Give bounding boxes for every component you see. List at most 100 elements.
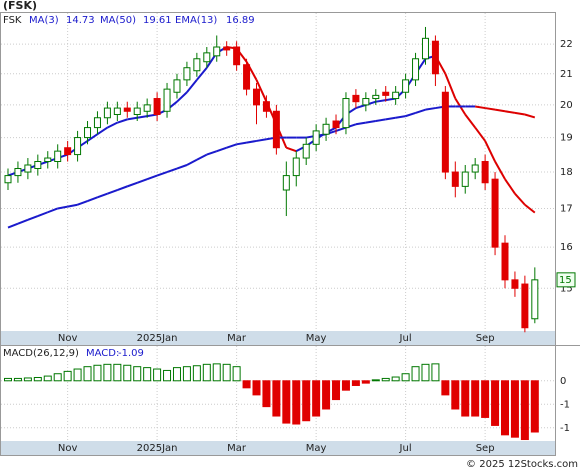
indicator-line [87, 196, 98, 202]
macd-bar [361, 380, 370, 384]
candle-body [103, 107, 111, 119]
macd-bar [312, 380, 321, 417]
macd-bar [381, 377, 390, 382]
candle-body [143, 104, 151, 112]
macd-bar [202, 363, 211, 382]
macd-bar [13, 377, 22, 382]
indicator-line [385, 116, 396, 121]
y-tick-label: -1 [560, 423, 570, 434]
candle-body [312, 130, 320, 145]
indicator-line [146, 174, 158, 181]
macd-bar [510, 380, 519, 438]
indicator-line [176, 164, 188, 170]
candle-body [511, 279, 519, 289]
indicator-line [186, 79, 198, 93]
indicator-line [484, 140, 496, 162]
indicator-line [27, 215, 39, 221]
x-tick-label: Jul [399, 443, 412, 454]
legend-value: 16.89 [226, 15, 255, 26]
indicator-line [156, 171, 168, 177]
macd-bar [73, 368, 82, 382]
indicator-line [47, 207, 59, 214]
indicator-line [57, 205, 68, 210]
chart-title: (FSK) [3, 0, 37, 12]
candle-body [24, 164, 32, 173]
macd-bar [172, 367, 181, 382]
candle-body [253, 88, 260, 106]
candle-body [292, 157, 300, 177]
macd-bar [262, 380, 271, 408]
y-tick-label: 15 [560, 283, 573, 294]
last-price-box [556, 272, 576, 288]
y-tick-label: 18 [560, 167, 573, 178]
indicator-line [176, 91, 188, 103]
candle-body [471, 164, 479, 173]
y-tick-label: 16 [560, 242, 573, 253]
candle-body [223, 46, 231, 51]
indicator-line [236, 141, 247, 146]
candle-body [491, 178, 499, 248]
candle-body [74, 137, 82, 156]
candle-body [163, 88, 171, 112]
macd-bar [143, 367, 152, 382]
indicator-line [246, 139, 257, 144]
macd-bar [212, 363, 221, 382]
candle-body [14, 168, 22, 177]
candle-body [372, 94, 380, 100]
indicator-line [166, 167, 178, 173]
indicator-line [464, 113, 476, 129]
indicator-line [484, 107, 496, 111]
panel-title: MACD(26,12,9) [3, 348, 79, 359]
x-tick-label: Mar [227, 333, 247, 344]
x-tick-label: Sep [476, 333, 495, 344]
indicator-line [504, 110, 516, 114]
indicator-line [126, 181, 138, 188]
indicator-line [494, 108, 506, 113]
indicator-line [136, 178, 148, 184]
legend-value: 14.73 [66, 15, 95, 26]
candle-body [451, 171, 459, 187]
macd-bar [471, 380, 480, 417]
candle-body [362, 98, 370, 106]
candle-body [4, 175, 12, 184]
legend-name: MA(3) [29, 15, 59, 26]
candle-body [421, 37, 429, 60]
indicator-line [425, 107, 436, 111]
x-tick-label: May [306, 443, 327, 454]
macd-bar [163, 369, 172, 382]
macd-bar [252, 380, 261, 396]
indicator-line [86, 133, 99, 142]
macd-bar [322, 380, 331, 410]
indicator-line [375, 99, 386, 103]
macd-bar [421, 363, 430, 382]
candle-body [461, 171, 469, 187]
y-tick-label: 22 [560, 39, 573, 50]
indicator-line [285, 146, 297, 153]
macd-bar [332, 380, 341, 401]
indicator-line [355, 121, 367, 126]
macd-bar [461, 380, 470, 417]
indicator-line [186, 158, 198, 166]
x-tick-label: May [306, 333, 327, 344]
x-axis-band [1, 441, 555, 455]
indicator-line [355, 103, 367, 110]
indicator-line [116, 185, 128, 191]
indicator-line [127, 116, 138, 121]
indicator-line [375, 118, 386, 123]
candle-body [382, 91, 390, 96]
indicator-line [226, 143, 237, 149]
indicator-line [137, 115, 148, 119]
candle-body [183, 67, 191, 81]
macd-bar [282, 380, 291, 424]
indicator-line [37, 211, 49, 217]
indicator-line [7, 222, 19, 229]
macd-bar [93, 364, 102, 382]
indicator-line [514, 111, 526, 116]
indicator-line [475, 105, 486, 110]
indicator-line [335, 126, 347, 132]
indicator-line [117, 118, 128, 124]
macd-bar [83, 366, 92, 382]
macd-bar [43, 375, 52, 382]
x-tick-label: Sep [476, 443, 495, 454]
candle-body [153, 98, 161, 116]
